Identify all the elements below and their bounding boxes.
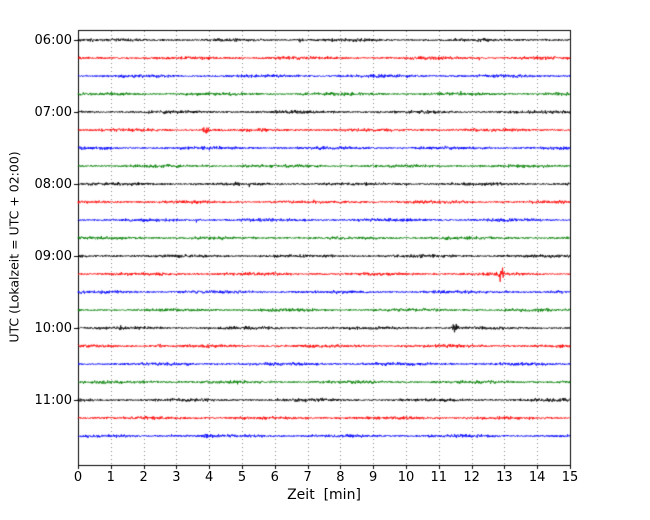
y-tick-label: 10:00 [34, 321, 72, 336]
y-tick-label: 08:00 [34, 177, 72, 192]
x-axis-label: Zeit [min] [287, 487, 361, 503]
y-axis-label: UTC (Lokalzeit = UTC + 02:00) [6, 151, 22, 343]
x-tick-label: 12 [463, 470, 480, 485]
y-tick-label: 07:00 [34, 105, 72, 120]
x-tick-label: 1 [106, 470, 115, 485]
x-tick-label: 4 [205, 470, 214, 485]
x-tick-label: 7 [303, 470, 312, 485]
x-tick-label: 6 [270, 470, 279, 485]
x-tick-label: 8 [336, 470, 345, 485]
y-tick-label: 09:00 [34, 249, 72, 264]
x-tick-label: 10 [397, 470, 415, 485]
x-tick-label: 14 [528, 470, 546, 485]
x-tick-label: 3 [172, 470, 181, 485]
x-tick-label: 2 [139, 470, 148, 485]
x-tick-label: 15 [561, 470, 579, 485]
x-tick-label: 9 [369, 470, 378, 485]
y-tick-label: 11:00 [34, 393, 72, 408]
x-tick-label: 13 [496, 470, 513, 485]
y-tick-label: 06:00 [34, 33, 72, 48]
x-tick-label: 0 [73, 470, 83, 485]
x-tick-label: 5 [237, 470, 247, 485]
x-tick-label: 11 [430, 470, 448, 485]
